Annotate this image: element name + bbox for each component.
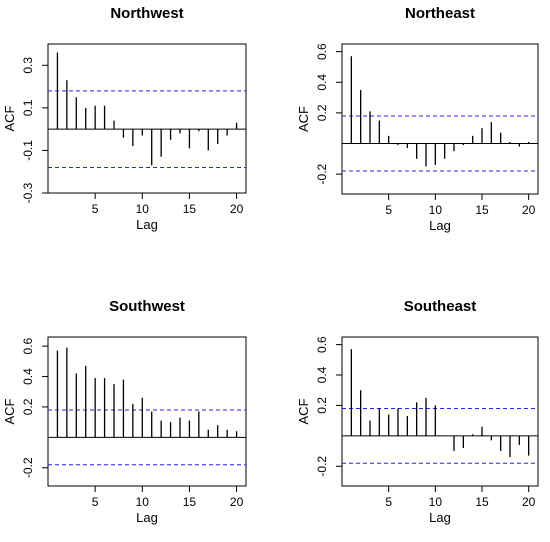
acf-panel-northwest: Northwest 5 10 15 20 Lag -0.3 -0.1 0.1 0.3 ACF — [2, 5, 247, 232]
y-tick-label: 0.6 — [315, 43, 329, 60]
y-tick-label: -0.3 — [21, 182, 35, 203]
chart-title: Northeast — [405, 5, 475, 22]
y-tick-label: 0.6 — [21, 337, 35, 354]
x-tick-label: 20 — [522, 203, 536, 217]
x-tick-label: 15 — [183, 495, 197, 509]
y-tick-label: 0.3 — [21, 57, 35, 74]
x-tick-label: 10 — [136, 202, 150, 216]
y-tick-label: 0.2 — [21, 398, 35, 415]
y-tick-label: -0.2 — [21, 457, 35, 478]
acf-panel-southwest: Southwest 5 10 15 20 Lag -0.2 0.2 0.4 0.6 ACF — [2, 298, 247, 525]
y-tick-label: 0.4 — [21, 368, 35, 385]
y-axis-label: ACF — [2, 105, 17, 131]
acf-panel-northeast: Northeast 5 10 15 20 Lag -0.2 0.2 0.4 0.6 ACF — [296, 5, 539, 233]
y-tick-label: 0.1 — [21, 99, 35, 116]
y-tick-label: 0.2 — [315, 104, 329, 121]
y-tick-label: -0.2 — [315, 163, 329, 184]
x-tick-label: 5 — [385, 203, 392, 217]
acf-panel-southeast: Southeast 5 10 15 20 Lag -0.2 0.2 0.4 0.6 ACF — [296, 298, 539, 525]
x-axis-label: Lag — [136, 510, 158, 525]
x-axis-label: Lag — [429, 510, 451, 525]
y-tick-label: -0.2 — [315, 456, 329, 477]
y-tick-label: 0.6 — [315, 336, 329, 353]
y-tick-label: 0.2 — [315, 397, 329, 414]
x-tick-label: 20 — [522, 495, 536, 509]
x-tick-label: 15 — [475, 203, 489, 217]
x-tick-label: 5 — [92, 202, 99, 216]
x-tick-label: 10 — [429, 203, 443, 217]
x-tick-label: 10 — [429, 495, 443, 509]
x-tick-label: 15 — [475, 495, 489, 509]
x-axis-label: Lag — [429, 218, 451, 233]
y-tick-label: 0.4 — [315, 366, 329, 383]
x-tick-label: 15 — [183, 202, 197, 216]
y-axis-label: ACF — [2, 398, 17, 424]
y-tick-label: 0.4 — [315, 74, 329, 91]
chart-title: Southeast — [404, 298, 477, 315]
chart-title: Northwest — [110, 5, 183, 22]
x-tick-label: 10 — [136, 495, 150, 509]
y-axis-label: ACF — [296, 106, 311, 132]
x-axis-label: Lag — [136, 217, 158, 232]
x-tick-label: 5 — [92, 495, 99, 509]
chart-title: Southwest — [109, 298, 185, 315]
y-axis-label: ACF — [296, 398, 311, 424]
x-tick-label: 20 — [230, 495, 244, 509]
x-tick-label: 20 — [230, 202, 244, 216]
x-tick-label: 5 — [385, 495, 392, 509]
plot-frame — [47, 43, 247, 194]
y-tick-label: -0.1 — [21, 140, 35, 161]
plot-frame — [47, 336, 247, 487]
